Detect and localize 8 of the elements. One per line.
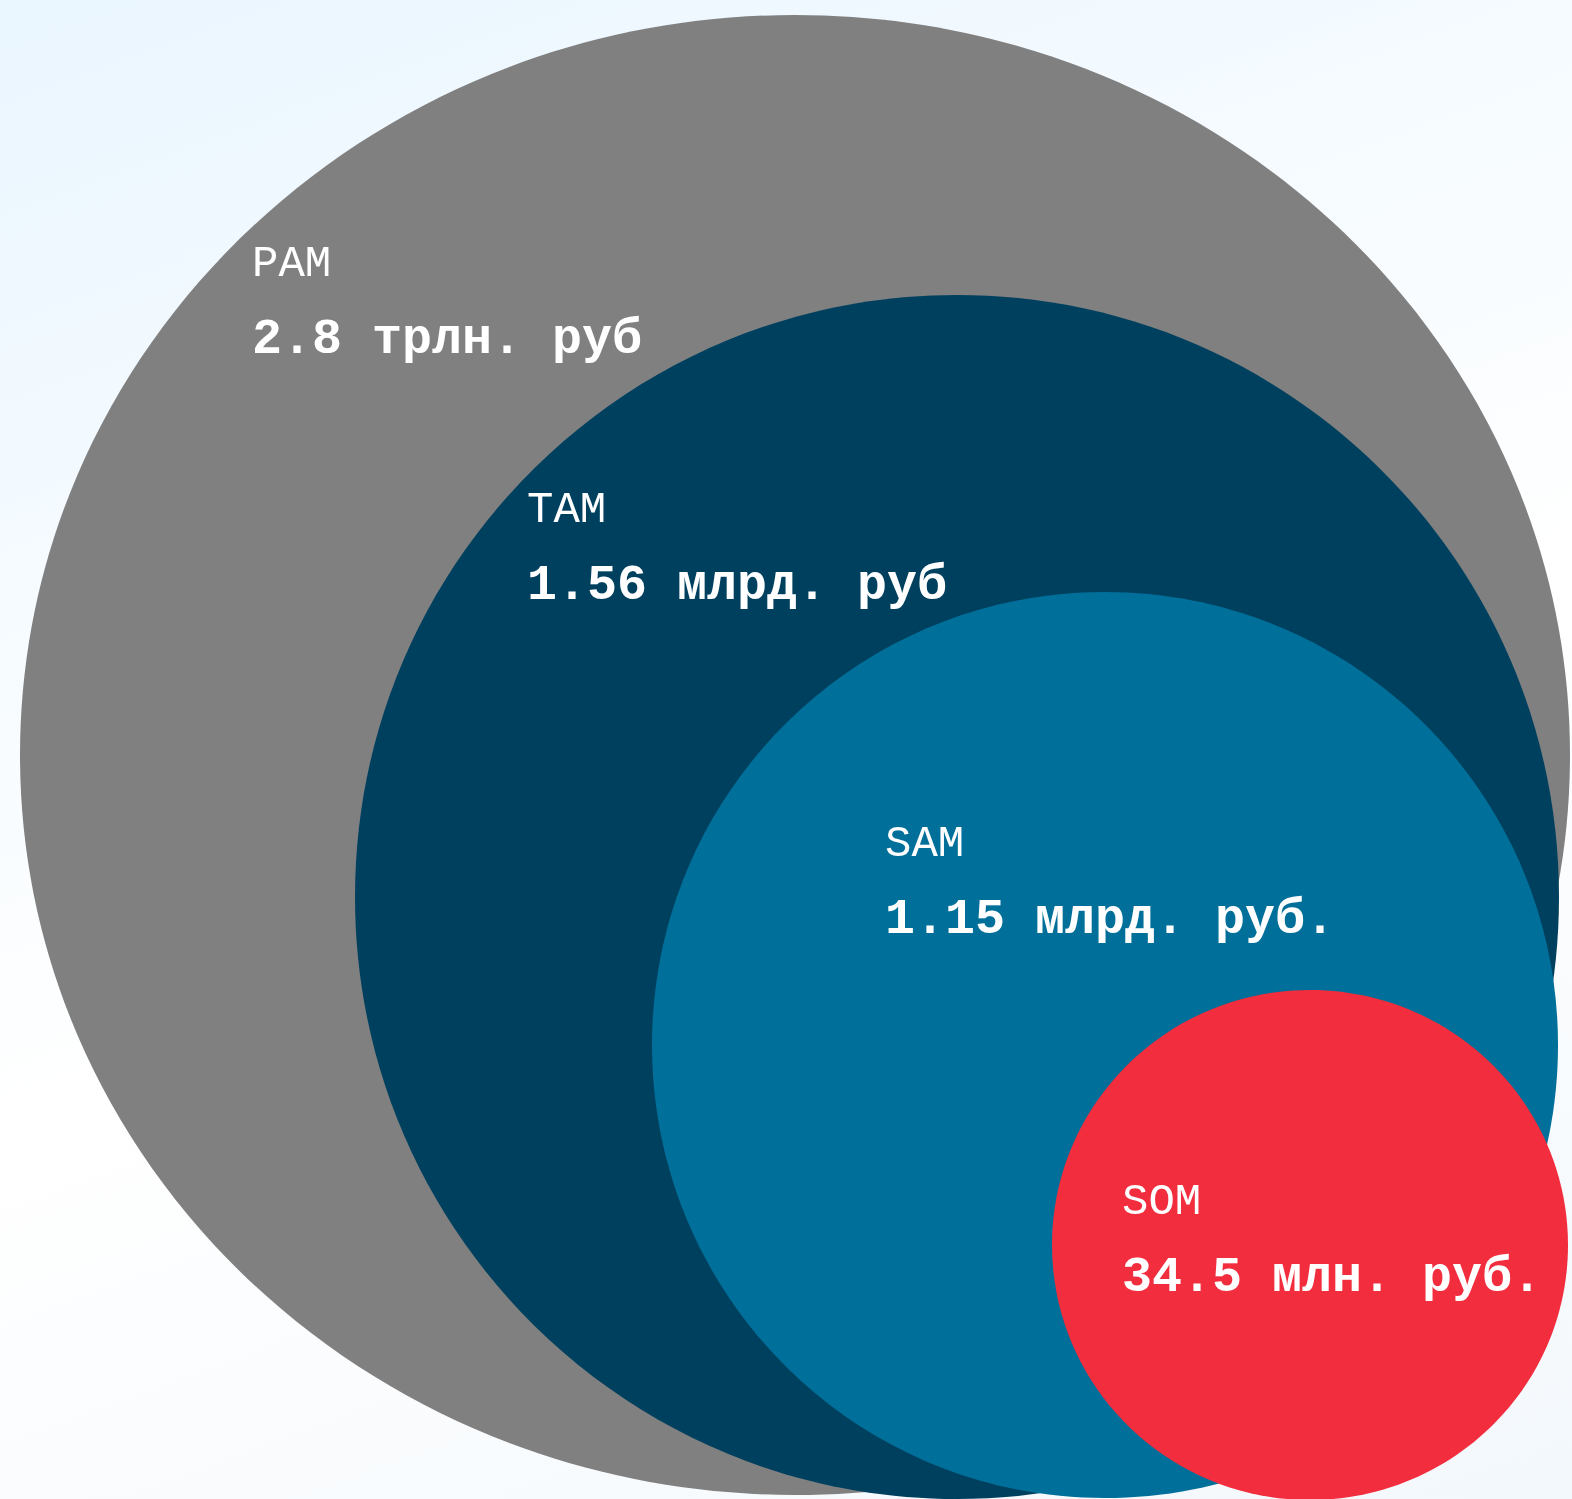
category-label: SOM xyxy=(1122,1177,1202,1227)
data-label: 1.15 млрд. руб. xyxy=(885,890,1336,948)
data-label: 1.56 млрд. руб xyxy=(527,556,948,614)
category-label: PAM xyxy=(252,239,332,289)
data-label: 2.8 трлн. руб xyxy=(252,310,643,368)
category-label: TAM xyxy=(527,485,607,535)
data-label: 34.5 млн. руб. xyxy=(1122,1248,1543,1306)
category-label: SAM xyxy=(885,819,965,869)
